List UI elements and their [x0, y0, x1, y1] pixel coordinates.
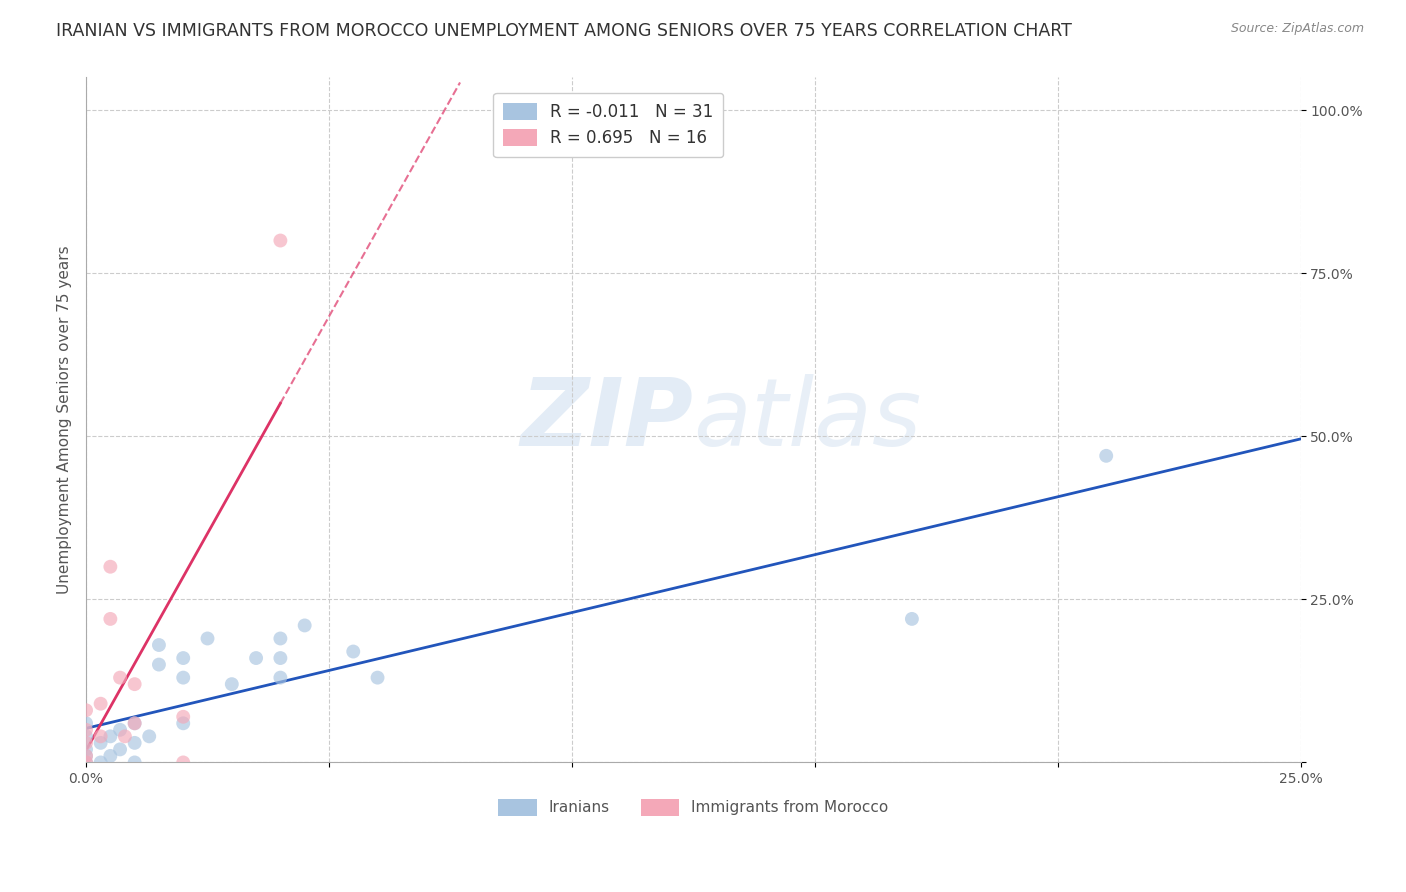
Point	[124, 716, 146, 731]
Point	[148, 657, 170, 672]
Point	[172, 756, 194, 770]
Point	[124, 756, 146, 770]
Point	[98, 612, 121, 626]
Point	[245, 651, 267, 665]
Legend: Iranians, Immigrants from Morocco: Iranians, Immigrants from Morocco	[491, 791, 896, 823]
Point	[114, 729, 136, 743]
Point	[75, 756, 97, 770]
Point	[108, 742, 131, 756]
Point	[124, 736, 146, 750]
Point	[90, 697, 112, 711]
Point	[197, 632, 219, 646]
Text: Source: ZipAtlas.com: Source: ZipAtlas.com	[1230, 22, 1364, 36]
Point	[294, 618, 316, 632]
Point	[901, 612, 924, 626]
Point	[269, 671, 291, 685]
Point	[124, 716, 146, 731]
Point	[172, 716, 194, 731]
Point	[124, 677, 146, 691]
Point	[98, 559, 121, 574]
Point	[75, 756, 97, 770]
Point	[367, 671, 389, 685]
Point	[90, 756, 112, 770]
Point	[90, 736, 112, 750]
Point	[75, 748, 97, 763]
Point	[138, 729, 160, 743]
Point	[108, 671, 131, 685]
Point	[90, 729, 112, 743]
Point	[75, 703, 97, 717]
Point	[148, 638, 170, 652]
Point	[98, 748, 121, 763]
Point	[75, 736, 97, 750]
Point	[172, 651, 194, 665]
Point	[1095, 449, 1118, 463]
Point	[75, 716, 97, 731]
Y-axis label: Unemployment Among Seniors over 75 years: Unemployment Among Seniors over 75 years	[58, 245, 72, 594]
Point	[221, 677, 243, 691]
Point	[172, 671, 194, 685]
Point	[342, 644, 364, 658]
Point	[269, 651, 291, 665]
Point	[269, 234, 291, 248]
Text: IRANIAN VS IMMIGRANTS FROM MOROCCO UNEMPLOYMENT AMONG SENIORS OVER 75 YEARS CORR: IRANIAN VS IMMIGRANTS FROM MOROCCO UNEMP…	[56, 22, 1073, 40]
Point	[172, 710, 194, 724]
Point	[75, 723, 97, 737]
Point	[269, 632, 291, 646]
Text: atlas: atlas	[693, 375, 921, 466]
Text: ZIP: ZIP	[520, 374, 693, 466]
Point	[75, 748, 97, 763]
Point	[98, 729, 121, 743]
Point	[75, 729, 97, 743]
Point	[108, 723, 131, 737]
Point	[75, 742, 97, 756]
